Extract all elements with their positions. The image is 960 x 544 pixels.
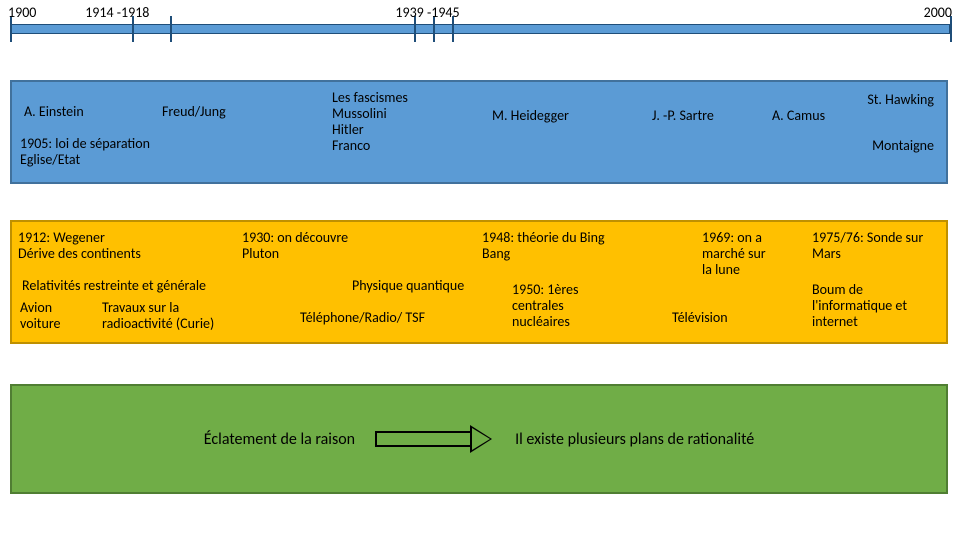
green-panel: Éclatement de la raison Il existe plusie… [10,384,948,494]
heidegger: M. Heidegger [492,108,569,124]
relativite: Relativités restreinte et générale [22,278,206,294]
sartre: J. -P. Sartre [652,108,714,124]
timeline: 1900 1914 -1918 1939 -1945 2000 [10,4,950,46]
hawking: St. Hawking [867,92,934,108]
bigbang: 1948: théorie du Bing Bang [482,230,605,262]
montaigne: Montaigne [872,138,934,154]
boum-informatique: Boum de l'informatique et internet [812,282,907,330]
centrales: 1950: 1ères centrales nucléaires [512,282,579,330]
label-1939-1945: 1939 -1945 [395,4,459,21]
television: Télévision [672,310,728,326]
wegener: 1912: Wegener Dérive des continents [18,230,141,262]
fascismes: Les fascismes Mussolini Hitler Franco [332,90,408,154]
label-1914-1918: 1914 -1918 [85,4,149,21]
quantique: Physique quantique [352,278,464,294]
timeline-bar [10,24,950,34]
pluton: 1930: on découvre Pluton [242,230,348,262]
curie: Travaux sur la radioactivité (Curie) [102,300,214,332]
orange-panel: 1912: Wegener Dérive des continents 1930… [10,220,948,344]
eclatement-text: Éclatement de la raison [204,430,355,449]
tick-1918 [170,16,172,42]
blue-panel: A. Einstein Freud/Jung 1905: loi de sépa… [10,80,948,184]
camus: A. Camus [772,108,825,124]
lune: 1969: on a marché sur la lune [702,230,766,278]
avion-voiture: Avion voiture [20,300,61,332]
telephone: Téléphone/Radio/ TSF [300,310,425,326]
rationalite-text: Il existe plusieurs plans de rationalité [515,430,754,449]
einstein: A. Einstein [24,104,84,120]
label-1900: 1900 [8,4,36,21]
label-2000: 2000 [924,4,952,21]
sonde: 1975/76: Sonde sur Mars [812,230,923,262]
arrow-icon [375,425,495,453]
loi-1905: 1905: loi de séparation Eglise/Etat [20,136,150,168]
freud-jung: Freud/Jung [162,104,226,120]
